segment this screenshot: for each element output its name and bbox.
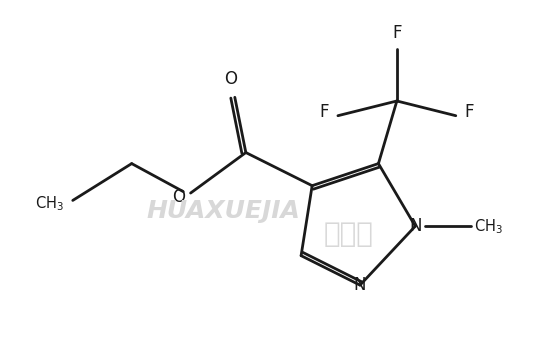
Text: CH$_3$: CH$_3$	[35, 195, 64, 213]
Text: F: F	[320, 103, 329, 121]
Text: F: F	[465, 103, 474, 121]
Text: O: O	[225, 71, 238, 88]
Text: O: O	[172, 188, 185, 206]
Text: 化学加: 化学加	[324, 219, 374, 248]
Text: CH$_3$: CH$_3$	[474, 217, 503, 236]
Text: HUAXUEJIA: HUAXUEJIA	[147, 199, 301, 223]
Text: N: N	[354, 276, 366, 294]
Text: F: F	[392, 24, 402, 42]
Text: N: N	[409, 217, 421, 235]
